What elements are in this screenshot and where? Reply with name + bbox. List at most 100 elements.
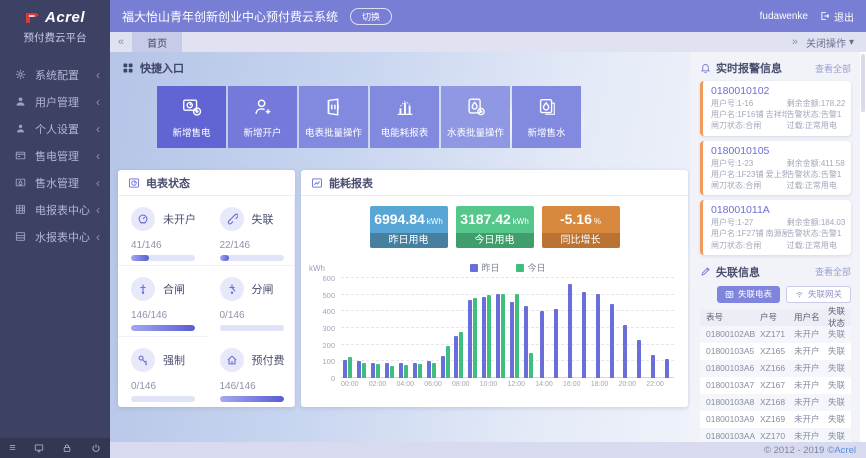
quick-entry-button[interactable]: 新增售电 [157, 86, 226, 148]
tab-home[interactable]: 首页 [132, 32, 183, 52]
quick-entry-button[interactable]: 电表批量操作 [299, 86, 368, 148]
status-tile-label: 分闸 [251, 284, 274, 297]
acrel-link[interactable]: ©Acrel [827, 444, 856, 456]
bar-group[interactable] [369, 278, 383, 378]
bar-group[interactable] [410, 278, 424, 378]
offline-gateways-label: 失联网关 [807, 289, 842, 300]
sidebar-item[interactable]: 系统配置 ‹ [0, 61, 110, 88]
cell-account-no: XZ171 [760, 329, 786, 340]
sidebar-item[interactable]: 个人设置 ‹ [0, 115, 110, 142]
alarm-overload: 过载:正常用电 [786, 180, 837, 190]
bar-group[interactable] [563, 278, 577, 378]
alarm-user-no: 用户号:1-27 [711, 218, 754, 228]
alarm-meter-id: 0180010105 [711, 144, 770, 157]
bar-group[interactable] [355, 278, 369, 378]
switch-system-button[interactable]: 切换 [350, 7, 393, 25]
scrollbar[interactable] [860, 52, 866, 442]
tab-bar: « 首页 » 关闭操作 ▾ [110, 32, 866, 52]
tabs-scroll-right-icon[interactable]: » [791, 35, 798, 48]
bar-group[interactable] [632, 278, 646, 378]
bar-group[interactable] [619, 278, 633, 378]
table-row[interactable]: 01800103A8 XZ168 未开户 失联 [700, 393, 851, 411]
bar-group[interactable] [438, 278, 452, 378]
logout-label: 退出 [834, 12, 854, 24]
quick-entry-icon [394, 96, 416, 118]
table-row[interactable]: 01800103A9 XZ169 未开户 失联 [700, 410, 851, 428]
wifi-icon [795, 290, 804, 299]
table-row[interactable]: 01800102AB XZ171 未开户 失联 [700, 325, 851, 343]
monitor-icon[interactable] [34, 443, 44, 453]
table-row[interactable]: 01800103AA XZ170 未开户 失联 [700, 427, 851, 445]
quick-entry-button-label: 电能耗报表 [380, 127, 429, 139]
status-tile[interactable]: 预付费 146/146 [207, 336, 295, 406]
offline-gateways-button[interactable]: 失联网关 [785, 285, 851, 303]
status-tile-label: 预付费 [251, 354, 285, 367]
cell-account-no: XZ168 [760, 397, 786, 408]
alarms-view-all-link[interactable]: 查看全部 [814, 63, 851, 74]
scrollbar-thumb[interactable] [861, 54, 865, 112]
logout-button[interactable]: 退出 [820, 9, 854, 24]
bar-group[interactable] [508, 278, 522, 378]
sidebar-item[interactable]: 售水管理 ‹ [0, 169, 110, 196]
quick-entry-buttons: 新增售电 新增开户 电表批量操作 电能耗报表 [157, 86, 581, 148]
alarm-card[interactable]: 0180010102 用户号:1-16 用户名:1F16铺 吉祥培训 闸刀状态:… [700, 81, 851, 136]
tabs-scroll-left-icon[interactable]: « [118, 35, 125, 48]
alarms-title: 实时报警信息 [716, 63, 782, 75]
sidebar-item[interactable]: 用户管理 ‹ [0, 88, 110, 115]
bar-group[interactable] [521, 278, 535, 378]
table-row[interactable]: 01800103A7 XZ167 未开户 失联 [700, 376, 851, 394]
bar-group[interactable] [646, 278, 660, 378]
bar-group[interactable] [341, 278, 355, 378]
footer: © 2012 - 2019 ©Acrel [110, 442, 866, 458]
username[interactable]: fudawenke [759, 10, 808, 22]
alarm-switch-state: 闸刀状态:合闸 [711, 121, 762, 131]
meter-small-icon [725, 290, 734, 299]
bar-group[interactable] [494, 278, 508, 378]
bar-group[interactable] [466, 278, 480, 378]
status-tile[interactable]: 失联 22/146 [206, 196, 295, 267]
status-tile-icon [219, 347, 244, 372]
status-tile[interactable]: 未开户 41/146 [118, 196, 207, 267]
power-icon[interactable] [91, 443, 101, 453]
offline-view-all-link[interactable]: 查看全部 [814, 267, 851, 278]
status-tile-count: 0/146 [219, 310, 245, 322]
sidebar-item[interactable]: 电报表中心 ‹ [0, 196, 110, 223]
bar-group[interactable] [535, 278, 549, 378]
energy-stat-value-row: -5.16% [541, 206, 620, 233]
cell-user-name: 未开户 [794, 431, 820, 442]
status-tile[interactable]: 合闸 146/146 [118, 266, 207, 337]
quick-entry-button[interactable]: 新增售水 [512, 86, 581, 148]
meter-status-title: 电表状态 [146, 177, 190, 190]
status-tile[interactable]: 强制 0/146 [118, 337, 207, 406]
bar-group[interactable] [549, 278, 563, 378]
bar-group[interactable] [591, 278, 605, 378]
quick-entry-button[interactable]: 新增开户 [228, 86, 297, 148]
bar-group[interactable] [577, 278, 591, 378]
bar-group[interactable] [660, 278, 674, 378]
energy-stat-card: 6994.84 kWh 昨日用电 [369, 206, 448, 248]
quick-entry-button[interactable]: 水表批量操作 [441, 86, 510, 148]
table-row[interactable]: 01800103A5 XZ165 未开户 失联 [700, 342, 851, 360]
bar-group[interactable] [397, 278, 411, 378]
offline-meters-button[interactable]: 失联电表 [716, 285, 780, 303]
close-operations-dropdown[interactable]: 关闭操作 ▾ [806, 35, 866, 50]
legend-item[interactable]: 今日 [515, 261, 546, 274]
bar-group[interactable] [424, 278, 438, 378]
sidebar-item-icon [15, 177, 26, 188]
bar-group[interactable] [452, 278, 466, 378]
sidebar-item[interactable]: 售电管理 ‹ [0, 142, 110, 169]
bar-group[interactable] [383, 278, 397, 378]
alarm-card[interactable]: 018001011A 用户号:1-27 用户名:1F27铺 南源屋 闸刀状态:合… [700, 200, 851, 255]
lock-icon[interactable] [62, 443, 72, 453]
status-progress-track [131, 395, 195, 402]
status-tile[interactable]: 分闸 0/146 [207, 266, 295, 337]
menu-icon[interactable]: ≡ [9, 441, 16, 454]
alarm-card[interactable]: 0180010105 用户号:1-23 用户名:1F23铺 爱上我的煎 闸刀状态… [700, 140, 851, 196]
quick-entry-button[interactable]: 电能耗报表 [370, 86, 439, 148]
bar-group[interactable] [480, 278, 494, 378]
legend-item[interactable]: 昨日 [469, 261, 500, 274]
status-progress-track [219, 255, 284, 261]
sidebar-item[interactable]: 水报表中心 ‹ [0, 223, 110, 250]
bar-group[interactable] [605, 278, 619, 378]
table-row[interactable]: 01800103A6 XZ166 未开户 失联 [700, 359, 851, 377]
